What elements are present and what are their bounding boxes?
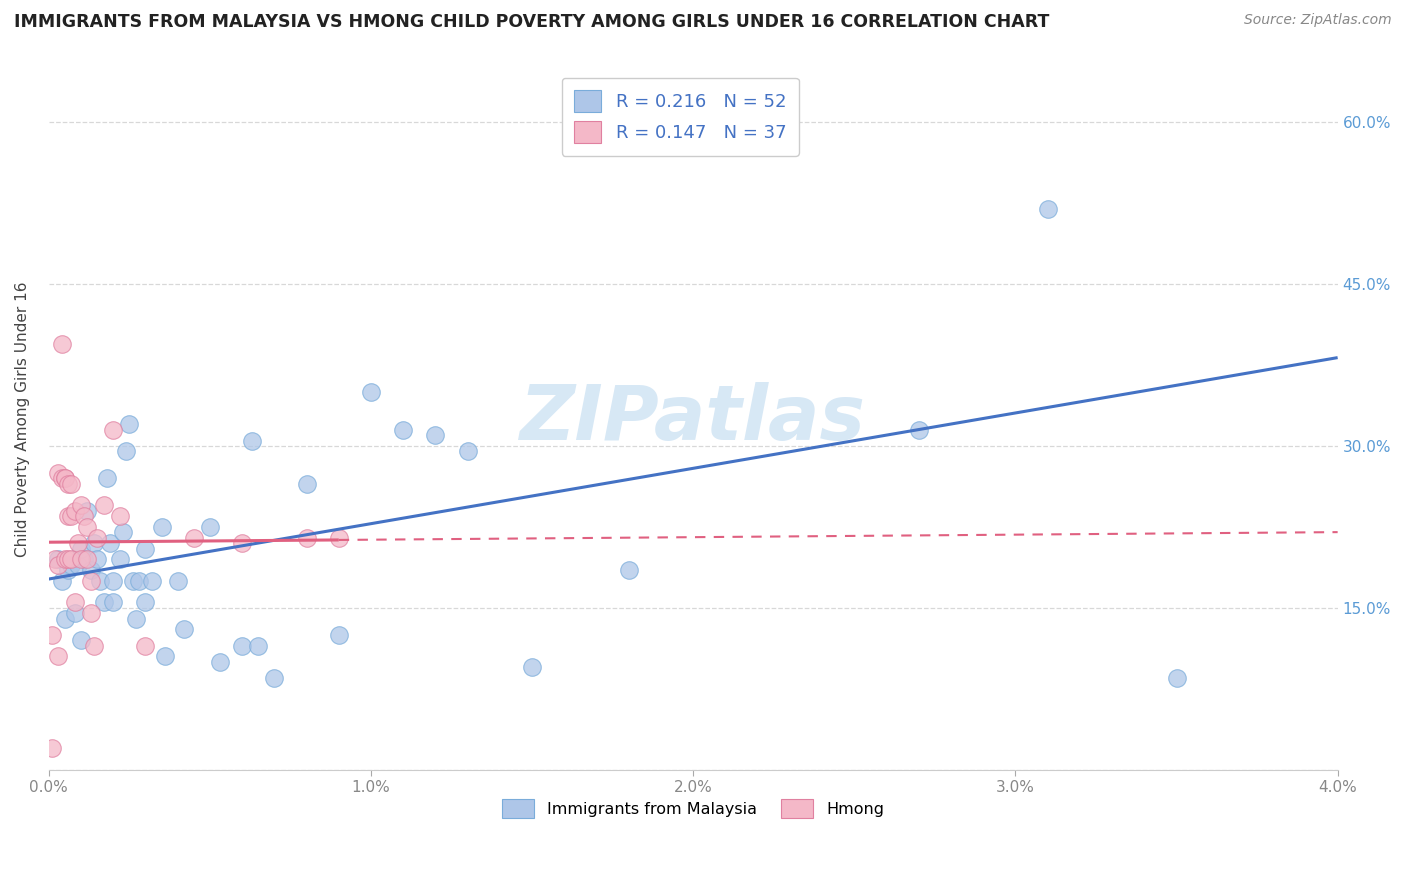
Point <box>51 574 73 588</box>
Point <box>153 649 176 664</box>
Point <box>231 639 253 653</box>
Point <box>121 574 143 588</box>
Point <box>48 649 70 664</box>
Point <box>44 552 66 566</box>
Point <box>93 595 115 609</box>
Point <box>48 552 70 566</box>
Point <box>56 509 79 524</box>
Point <box>89 574 111 588</box>
Point <box>73 552 96 566</box>
Point <box>79 563 101 577</box>
Point <box>70 499 93 513</box>
Point <box>247 639 270 653</box>
Point <box>86 552 108 566</box>
Point <box>60 558 83 572</box>
Point <box>360 385 382 400</box>
Point <box>56 476 79 491</box>
Point <box>63 504 86 518</box>
Point <box>1166 671 1188 685</box>
Point <box>56 552 79 566</box>
Point <box>51 336 73 351</box>
Point <box>125 612 148 626</box>
Point <box>83 639 105 653</box>
Text: Source: ZipAtlas.com: Source: ZipAtlas.com <box>1244 13 1392 28</box>
Point <box>128 574 150 588</box>
Point <box>73 509 96 524</box>
Point <box>60 509 83 524</box>
Point <box>108 552 131 566</box>
Point <box>208 655 231 669</box>
Point <box>79 574 101 588</box>
Point <box>198 520 221 534</box>
Point <box>41 741 63 756</box>
Text: ZIPatlas: ZIPatlas <box>520 382 866 456</box>
Point <box>76 504 98 518</box>
Point <box>150 520 173 534</box>
Point <box>141 574 163 588</box>
Point <box>76 552 98 566</box>
Point <box>48 466 70 480</box>
Point <box>70 552 93 566</box>
Point <box>66 536 89 550</box>
Point <box>70 541 93 556</box>
Point <box>457 444 479 458</box>
Point <box>53 471 76 485</box>
Point <box>63 606 86 620</box>
Legend: Immigrants from Malaysia, Hmong: Immigrants from Malaysia, Hmong <box>496 792 890 825</box>
Point <box>166 574 188 588</box>
Point <box>425 428 447 442</box>
Point <box>183 531 205 545</box>
Point <box>134 595 156 609</box>
Point <box>93 499 115 513</box>
Point <box>231 536 253 550</box>
Point <box>520 660 543 674</box>
Point <box>103 595 125 609</box>
Point <box>63 595 86 609</box>
Point <box>134 541 156 556</box>
Point <box>1036 202 1059 216</box>
Point <box>51 471 73 485</box>
Point <box>86 531 108 545</box>
Point <box>240 434 263 448</box>
Point <box>96 471 118 485</box>
Point <box>328 531 350 545</box>
Point <box>115 444 138 458</box>
Point <box>173 623 195 637</box>
Point <box>56 563 79 577</box>
Point <box>53 471 76 485</box>
Point <box>60 476 83 491</box>
Point <box>747 126 769 140</box>
Point <box>295 531 318 545</box>
Point <box>53 552 76 566</box>
Point <box>76 520 98 534</box>
Point <box>263 671 285 685</box>
Point <box>83 536 105 550</box>
Point <box>48 558 70 572</box>
Point <box>60 552 83 566</box>
Point <box>295 476 318 491</box>
Point <box>108 509 131 524</box>
Point <box>907 423 929 437</box>
Point <box>41 628 63 642</box>
Point <box>70 633 93 648</box>
Point <box>79 606 101 620</box>
Point <box>98 536 121 550</box>
Point <box>53 612 76 626</box>
Point <box>134 639 156 653</box>
Point <box>392 423 415 437</box>
Point <box>118 417 141 432</box>
Point <box>103 574 125 588</box>
Point <box>103 423 125 437</box>
Point <box>66 558 89 572</box>
Point <box>328 628 350 642</box>
Text: IMMIGRANTS FROM MALAYSIA VS HMONG CHILD POVERTY AMONG GIRLS UNDER 16 CORRELATION: IMMIGRANTS FROM MALAYSIA VS HMONG CHILD … <box>14 13 1049 31</box>
Point <box>111 525 134 540</box>
Y-axis label: Child Poverty Among Girls Under 16: Child Poverty Among Girls Under 16 <box>15 281 30 557</box>
Point <box>617 563 640 577</box>
